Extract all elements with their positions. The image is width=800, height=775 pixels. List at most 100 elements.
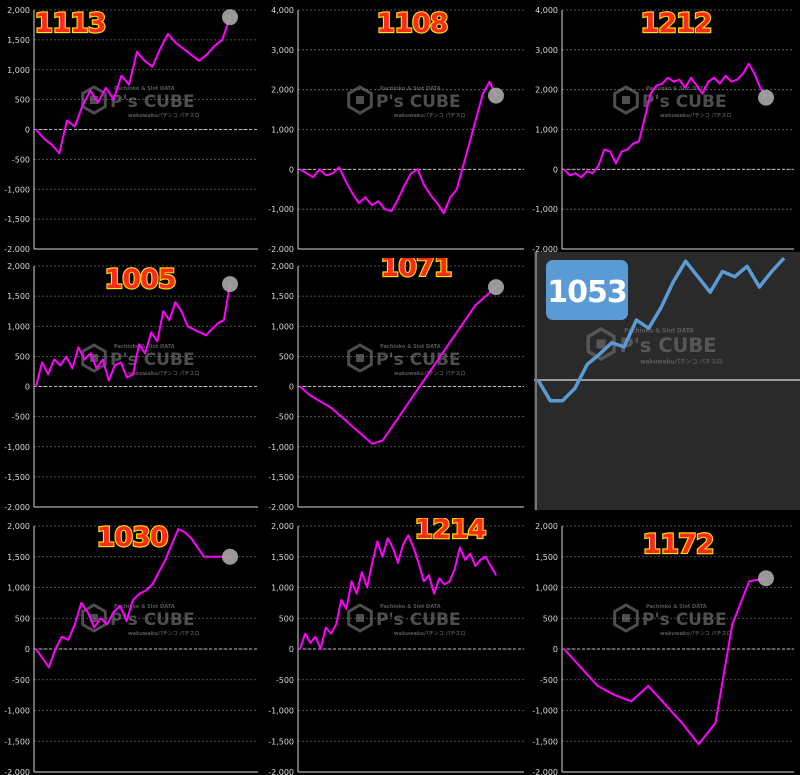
data-point: [598, 164, 600, 166]
data-point: [325, 626, 327, 629]
cube-logo-center: [356, 354, 364, 362]
data-point: [482, 93, 484, 95]
watermark-brand: P's CUBE: [110, 350, 195, 370]
y-tick-label: 1,000: [271, 322, 294, 331]
data-point: [332, 172, 334, 174]
data-point: [35, 648, 37, 650]
data-point: [603, 148, 605, 150]
data-point: [93, 626, 95, 629]
data-point: [748, 580, 750, 582]
y-tick-label: -2,000: [4, 245, 30, 252]
data-point: [96, 367, 98, 369]
data-point: [474, 565, 476, 567]
data-point: [180, 310, 183, 312]
data-point: [707, 81, 709, 83]
data-point: [613, 694, 616, 696]
y-tick-label: 2,000: [7, 522, 30, 531]
data-point: [759, 87, 761, 89]
y-tick-label: 1,500: [7, 553, 30, 562]
data-point: [569, 174, 571, 176]
y-tick-label: -1,500: [4, 473, 30, 482]
series-line: [35, 16, 231, 155]
data-point: [206, 54, 208, 56]
y-tick-label: 0: [289, 383, 294, 392]
y-tick-label: 1,000: [7, 584, 30, 593]
data-point: [563, 168, 565, 170]
watermark-line2: wakuwakuパチンコ パチスロ: [394, 112, 466, 119]
data-point: [87, 611, 89, 613]
data-point: [418, 562, 420, 564]
y-tick-label: 1,500: [7, 292, 30, 301]
data-point: [319, 168, 321, 170]
data-point: [41, 361, 43, 363]
data-point: [423, 379, 425, 382]
data-point: [330, 633, 332, 635]
y-tick-label: 500: [279, 352, 294, 361]
watermark-line2: wakuwakuパチンコ パチスロ: [128, 112, 200, 119]
data-point: [171, 543, 173, 545]
data-point: [150, 331, 152, 333]
data-point: [698, 743, 700, 745]
end-marker: [222, 9, 238, 26]
data-point: [174, 301, 176, 303]
data-point: [488, 81, 491, 83]
data-point: [113, 611, 115, 613]
chart-panel-1030: 2,000 1,500 1,000 500 0 -500 -1,000 -1,500 -2,00…: [0, 518, 266, 775]
data-point: [412, 394, 415, 397]
y-tick-label: -2,000: [532, 768, 558, 775]
watermark-line1: Pachinko & Slot DATA: [114, 344, 175, 350]
data-point: [182, 48, 184, 50]
data-point: [392, 546, 394, 549]
watermark-line1: Pachinko & Slot DATA: [380, 86, 441, 92]
data-point: [392, 425, 394, 427]
chart-panel-1053: Pachinko & Slot DATA P's CUBE wakuwakuパチンコ…: [534, 252, 800, 510]
data-point: [128, 84, 130, 86]
series-line: [35, 283, 231, 387]
y-tick-label: -2,000: [268, 768, 294, 775]
y-tick-label: -1,500: [4, 215, 30, 224]
y-tick-label: 2,000: [7, 262, 30, 271]
chart-svg: 2,000 1,500 1,000 500 0 -500 -1,000 -1,500 -2,00…: [268, 258, 524, 510]
data-point: [83, 358, 86, 360]
data-point: [190, 537, 192, 539]
data-point: [67, 639, 69, 641]
data-point: [644, 116, 646, 119]
data-point: [74, 125, 76, 128]
y-tick-label: -2,000: [268, 245, 294, 252]
data-point: [371, 562, 373, 564]
cube-logo-icon: [81, 85, 107, 115]
chart-panel-1212: 4,000 3,000 2,000 1,000 0 -1,000 -2,000 Pachink…: [532, 0, 800, 252]
data-point: [684, 87, 686, 89]
data-point: [423, 184, 425, 186]
watermark-line2: wakuwakuパチンコ パチスロ: [128, 630, 200, 637]
data-point: [464, 319, 466, 321]
watermark-line1: Pachinko & Slot DATA: [646, 604, 707, 610]
y-tick-label: -1,500: [268, 473, 294, 482]
data-point: [381, 556, 384, 558]
data-point: [485, 556, 487, 558]
data-point: [667, 77, 669, 79]
data-point: [423, 580, 425, 582]
y-tick-label: 0: [553, 165, 558, 174]
data-point: [356, 593, 358, 595]
cube-logo-icon: [81, 603, 107, 633]
data-point: [175, 42, 177, 44]
data-point: [626, 148, 629, 150]
data-point: [397, 198, 399, 200]
data-point: [217, 322, 219, 324]
data-point: [299, 385, 301, 388]
data-point: [211, 328, 213, 330]
data-point: [597, 685, 599, 687]
watermark-line1: Pachinko & Slot DATA: [646, 86, 707, 92]
cube-logo-center: [622, 96, 630, 104]
y-tick-label: -500: [540, 676, 558, 685]
y-tick-label: 3,000: [271, 46, 294, 55]
data-point: [309, 642, 311, 644]
chart-panel-1113: 2,000 1,500 1,000 500 0 -500 -1,000 -1,500 -2,00…: [0, 0, 266, 252]
data-point: [102, 358, 104, 360]
cube-logo-icon: [347, 343, 373, 373]
data-point: [449, 196, 451, 198]
